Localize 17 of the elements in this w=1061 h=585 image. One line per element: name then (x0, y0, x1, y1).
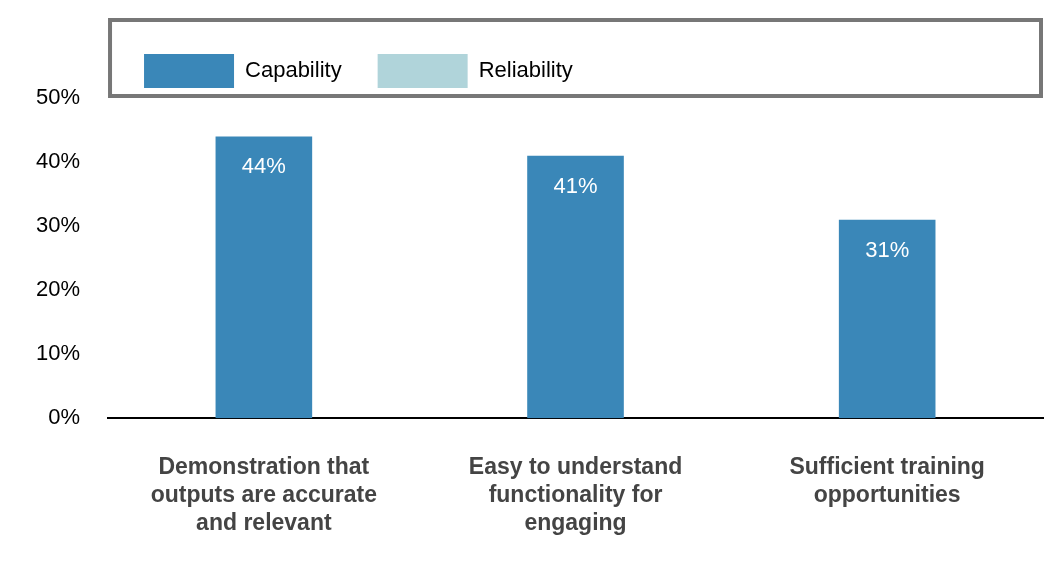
y-tick-label: 10% (35, 340, 81, 366)
bar (527, 155, 624, 419)
data-label: 31% (865, 236, 910, 262)
y-tick-label: 50% (35, 84, 81, 110)
y-tick-label: 0% (48, 404, 81, 430)
legend-label: Reliability (478, 57, 573, 83)
data-label: 41% (553, 172, 598, 198)
bar (215, 136, 313, 419)
legend-label: Capability (245, 57, 342, 83)
y-tick-label: 40% (35, 148, 81, 174)
y-tick-label: 20% (35, 276, 81, 302)
x-tick-label: Demonstration that outputs are accurate and relevant (150, 453, 377, 535)
x-tick-label: Easy to understand functionality for engaging (468, 453, 683, 535)
y-tick-label: 30% (35, 212, 81, 238)
data-label: 44% (241, 153, 286, 179)
x-tick-label: Sufficient training opportunities (789, 453, 985, 507)
bar (838, 219, 936, 419)
